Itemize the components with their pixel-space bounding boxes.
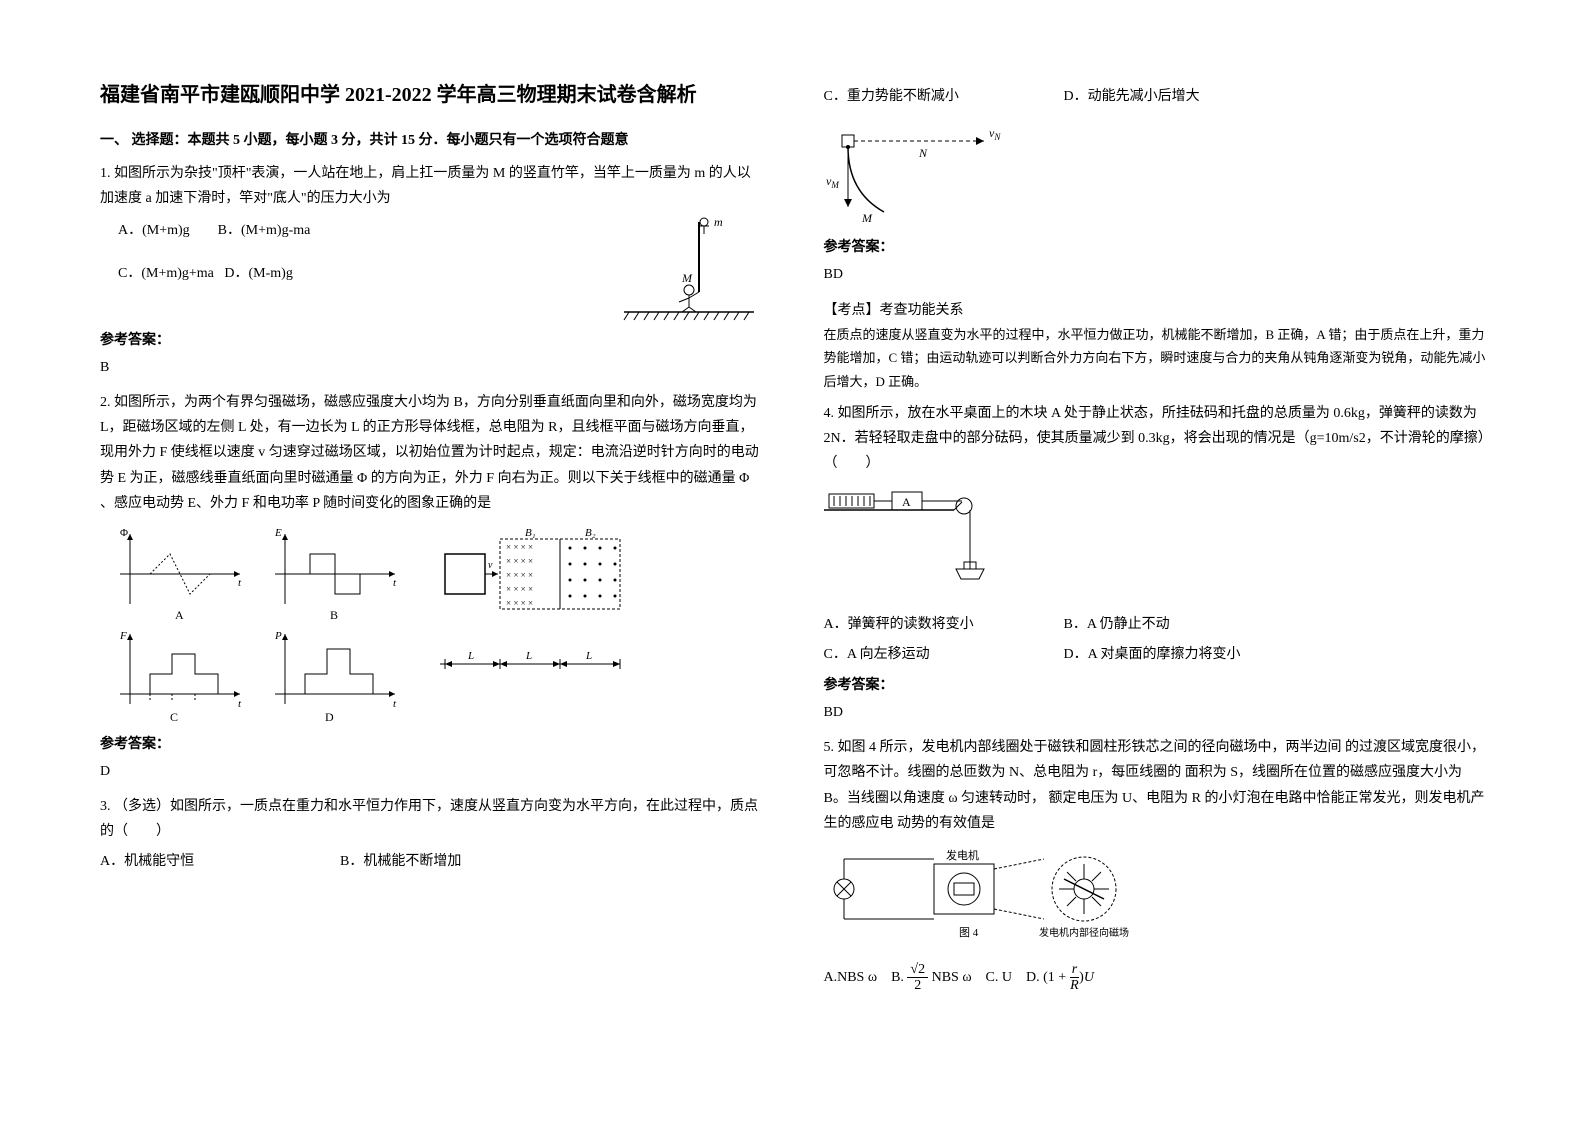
q2-figure: Φ t A E t B xyxy=(100,524,660,724)
svg-text:B₂: B₂ xyxy=(585,527,596,539)
question-4: 4. 如图所示，放在水平桌面上的木块 A 处于静止状态，所挂砝码和托盘的总质量为… xyxy=(824,401,1488,725)
svg-text:× × × ×: × × × × xyxy=(506,556,533,566)
svg-text:L: L xyxy=(585,650,592,662)
left-column: 福建省南平市建瓯顺阳中学 2021-2022 学年高三物理期末试卷含解析 一、 … xyxy=(100,80,764,1082)
q3-ans: BD xyxy=(824,262,1488,287)
svg-text:vN: vN xyxy=(989,126,1001,142)
q4-ans-label: 参考答案： xyxy=(824,673,1488,698)
page-title: 福建省南平市建瓯顺阳中学 2021-2022 学年高三物理期末试卷含解析 xyxy=(100,80,764,110)
q4-optB: B．A 仍静止不动 xyxy=(1064,612,1244,637)
q1-optA: A．(M+m)g xyxy=(118,223,190,238)
svg-text:M: M xyxy=(861,211,873,225)
svg-text:t: t xyxy=(393,698,397,710)
q5-caption: 图 4 xyxy=(959,926,979,939)
q3-stem: 3. （多选）如图所示，一质点在重力和水平恒力作用下，速度从竖直方向变为水平方向… xyxy=(100,794,764,844)
q5-gen-label: 发电机 xyxy=(946,848,979,862)
svg-text:N: N xyxy=(918,146,928,160)
q1-stem: 1. 如图所示为杂技"顶杆"表演，一人站在地上，肩上扛一质量为 M 的竖直竹竿，… xyxy=(100,161,764,211)
q2-ans: D xyxy=(100,759,764,784)
q1-ans-label: 参考答案： xyxy=(100,328,764,353)
q3-exp: 在质点的速度从竖直变为水平的过程中，水平恒力做正功，机械能不断增加，B 正确，A… xyxy=(824,323,1488,393)
svg-text:D: D xyxy=(325,710,334,724)
q4-stem: 4. 如图所示，放在水平桌面上的木块 A 处于静止状态，所挂砝码和托盘的总质量为… xyxy=(824,401,1488,477)
svg-text:t: t xyxy=(238,577,242,589)
q1-optD: D．(M-m)g xyxy=(224,266,292,281)
svg-text:B: B xyxy=(330,608,338,622)
q1-optB: B．(M+m)g-ma xyxy=(218,223,311,238)
svg-text:× × × ×: × × × × xyxy=(506,570,533,580)
q5-optB-extra: NBS ω xyxy=(932,970,972,985)
svg-text:M: M xyxy=(681,271,693,285)
q3-figure: vN N vM M xyxy=(824,117,1024,227)
svg-text:A: A xyxy=(175,608,184,622)
q5-frac1: √2 2 xyxy=(907,962,928,994)
q5-field-label: 发电机内部径向磁场 xyxy=(1039,926,1129,939)
q5-optB: B. xyxy=(891,970,904,985)
q3-optC: C．重力势能不断减小 xyxy=(824,84,1004,109)
q4-optA: A．弹簧秤的读数将变小 xyxy=(824,612,1004,637)
svg-text:t: t xyxy=(238,698,242,710)
svg-text:Φ: Φ xyxy=(120,527,128,539)
svg-text:t: t xyxy=(393,577,397,589)
svg-text:× × × ×: × × × × xyxy=(506,584,533,594)
q5-optC: C. U xyxy=(986,970,1012,985)
svg-text:A: A xyxy=(902,495,911,509)
q3-exp-label: 【考点】考查功能关系 xyxy=(824,298,1488,323)
question-5: 5. 如图 4 所示，发电机内部线圈处于磁铁和圆柱形铁芯之间的径向磁场中，两半边… xyxy=(824,735,1488,994)
q1-optC: C．(M+m)g+ma xyxy=(118,266,214,281)
q5-figure: 发电机 发电机内部径向磁场 图 4 xyxy=(824,844,1144,954)
svg-text:F: F xyxy=(119,630,127,642)
svg-text:C: C xyxy=(170,710,178,724)
svg-text:B₁: B₁ xyxy=(525,527,536,539)
q4-optD: D．A 对桌面的摩擦力将变小 xyxy=(1064,642,1244,667)
q5-optA: A.NBS ω xyxy=(824,970,878,985)
question-3-part2: C．重力势能不断减小 D．动能先减小后增大 vN N vM M 参考答案： BD… xyxy=(824,84,1488,393)
svg-text:E: E xyxy=(274,527,282,539)
q5-stem: 5. 如图 4 所示，发电机内部线圈处于磁铁和圆柱形铁芯之间的径向磁场中，两半边… xyxy=(824,735,1488,836)
right-column: C．重力势能不断减小 D．动能先减小后增大 vN N vM M 参考答案： BD… xyxy=(824,80,1488,1082)
q3-ans-label: 参考答案： xyxy=(824,235,1488,260)
q3-optA: A．机械能守恒 xyxy=(100,849,280,874)
svg-text:v: v xyxy=(488,560,493,571)
question-3-part1: 3. （多选）如图所示，一质点在重力和水平恒力作用下，速度从竖直方向变为水平方向… xyxy=(100,794,764,874)
q1-ans: B xyxy=(100,355,764,380)
q3-optD: D．动能先减小后增大 xyxy=(1064,84,1244,109)
section-heading: 一、 选择题：本题共 5 小题，每小题 3 分，共计 15 分．每小题只有一个选… xyxy=(100,128,764,153)
q5-optD: D. xyxy=(1026,970,1040,985)
q4-ans: BD xyxy=(824,700,1488,725)
q4-figure: A xyxy=(824,484,1004,604)
q1-figure: M m xyxy=(614,212,764,322)
q2-ans-label: 参考答案： xyxy=(100,732,764,757)
question-2: 2. 如图所示，为两个有界匀强磁场，磁感应强度大小均为 B，方向分别垂直纸面向里… xyxy=(100,390,764,784)
svg-text:L: L xyxy=(467,650,474,662)
svg-text:m: m xyxy=(714,215,723,229)
svg-text:L: L xyxy=(525,650,532,662)
q5-frac2: (1 + rR)U xyxy=(1043,962,1094,994)
svg-text:vM: vM xyxy=(826,174,839,190)
svg-text:× × × ×: × × × × xyxy=(506,542,533,552)
q3-optB: B．机械能不断增加 xyxy=(340,849,520,874)
question-1: 1. 如图所示为杂技"顶杆"表演，一人站在地上，肩上扛一质量为 M 的竖直竹竿，… xyxy=(100,161,764,380)
svg-text:P: P xyxy=(274,630,282,642)
q2-stem: 2. 如图所示，为两个有界匀强磁场，磁感应强度大小均为 B，方向分别垂直纸面向里… xyxy=(100,390,764,516)
q5-options: A.NBS ω B. √2 2 NBS ω C. U D. (1 + rR)U xyxy=(824,962,1488,994)
svg-text:× × × ×: × × × × xyxy=(506,598,533,608)
q4-optC: C．A 向左移运动 xyxy=(824,642,1004,667)
